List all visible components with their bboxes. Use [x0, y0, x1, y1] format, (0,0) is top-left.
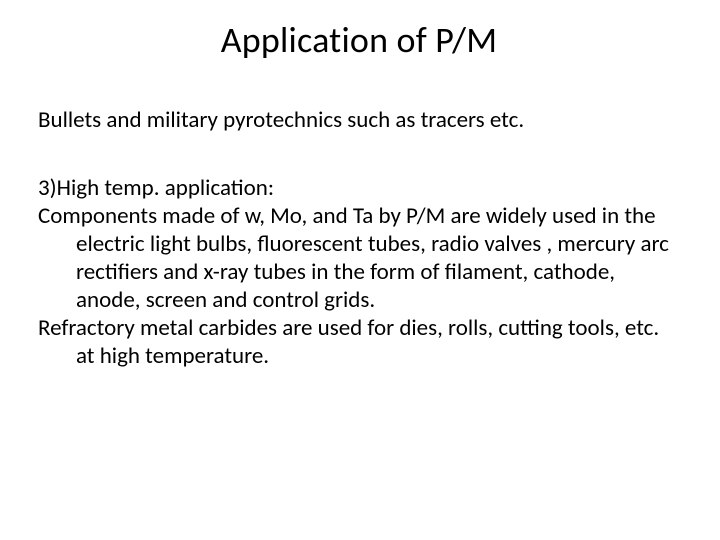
paragraph-bullets: Bullets and military pyrotechnics such a… [38, 106, 680, 134]
slide-title: Application of P/M [38, 18, 680, 62]
slide-body: Bullets and military pyrotechnics such a… [38, 106, 680, 370]
section-heading-high-temp: 3)High temp. application: [38, 174, 680, 202]
slide-container: Application of P/M Bullets and military … [0, 0, 720, 540]
paragraph-components: Components made of w, Mo, and Ta by P/M … [38, 202, 680, 314]
paragraph-refractory-text: Refractory metal carbides are used for d… [38, 314, 659, 370]
paragraph-refractory: Refractory metal carbides are used for d… [38, 314, 680, 370]
paragraph-components-text: Components made of w, Mo, and Ta by P/M … [38, 202, 669, 314]
